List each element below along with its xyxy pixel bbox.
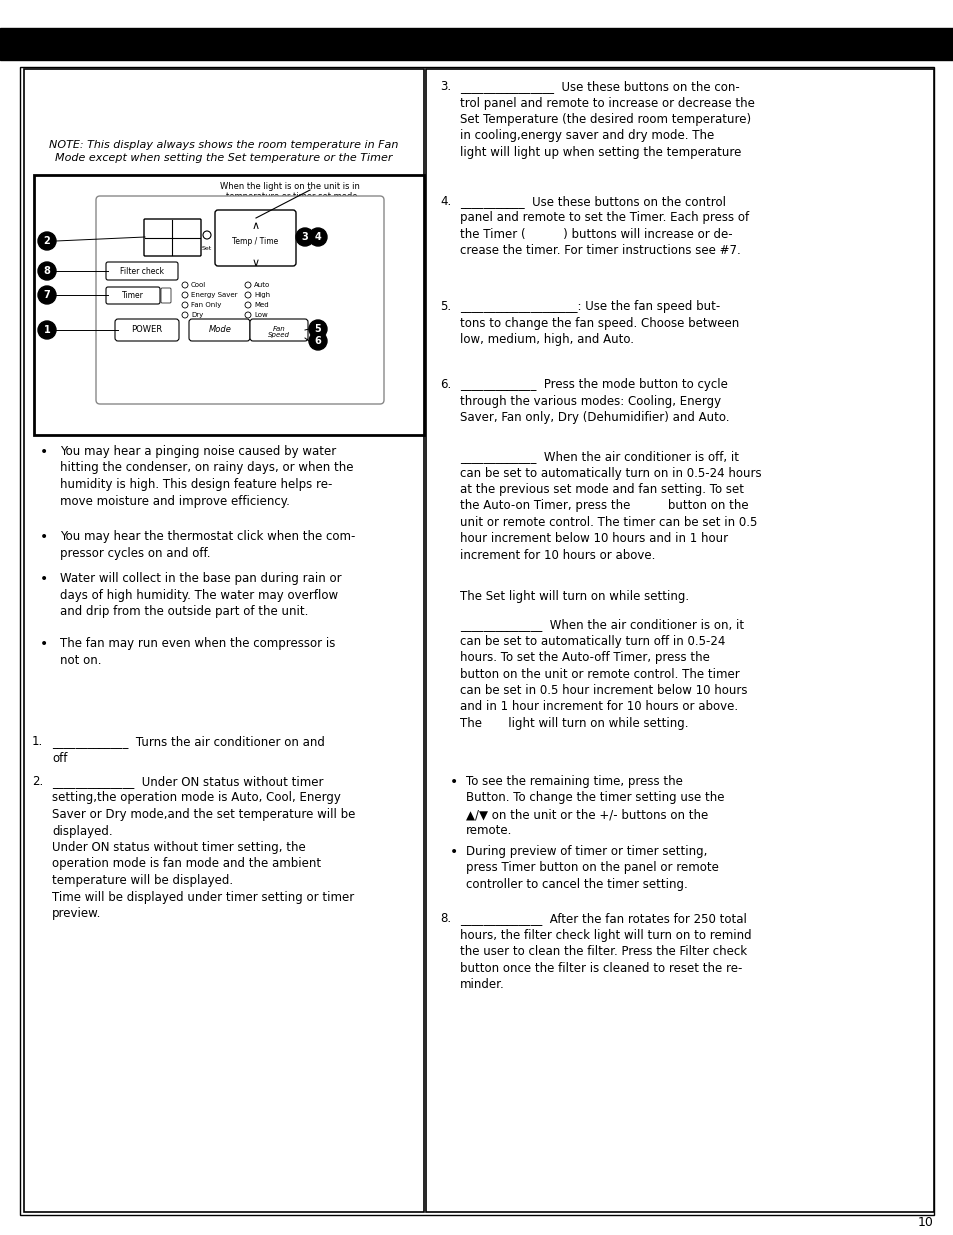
Text: •: • — [450, 845, 457, 860]
Bar — [426, 69, 933, 1212]
Text: The Set light will turn on while setting.: The Set light will turn on while setting… — [459, 590, 688, 603]
FancyBboxPatch shape — [106, 287, 160, 304]
FancyBboxPatch shape — [250, 319, 308, 341]
Text: The fan may run even when the compressor is
not on.: The fan may run even when the compressor… — [60, 637, 335, 667]
Text: Temp / Time: Temp / Time — [233, 236, 278, 246]
Text: High: High — [253, 291, 270, 298]
Text: Water will collect in the base pan during rain or
days of high humidity. The wat: Water will collect in the base pan durin… — [60, 572, 341, 618]
Text: ∧: ∧ — [252, 221, 259, 231]
Text: Fan Only: Fan Only — [191, 303, 221, 308]
Text: 3: 3 — [301, 232, 308, 242]
Text: _____________  Press the mode button to cycle
through the various modes: Cooling: _____________ Press the mode button to c… — [459, 378, 729, 424]
Text: 8.: 8. — [439, 911, 451, 925]
Text: Dry: Dry — [191, 312, 203, 317]
Bar — [34, 175, 423, 435]
Circle shape — [38, 321, 56, 338]
Text: 7: 7 — [44, 290, 51, 300]
Text: POWER: POWER — [132, 326, 162, 335]
Text: •: • — [40, 445, 48, 459]
Text: ∨: ∨ — [252, 258, 259, 268]
Text: •: • — [40, 530, 48, 543]
Text: 1.: 1. — [32, 735, 43, 748]
Text: 5.: 5. — [439, 300, 451, 312]
Text: 2: 2 — [44, 236, 51, 246]
Text: Low: Low — [253, 312, 268, 317]
Text: ______________  Under ON status without timer
setting,the operation mode is Auto: ______________ Under ON status without t… — [52, 776, 355, 920]
Text: •: • — [450, 776, 457, 789]
Text: You may hear the thermostat click when the com-
pressor cycles on and off.: You may hear the thermostat click when t… — [60, 530, 355, 559]
Text: •: • — [40, 572, 48, 585]
Text: 2.: 2. — [32, 776, 43, 788]
Text: Cool: Cool — [191, 282, 206, 288]
Text: ______________  After the fan rotates for 250 total
hours, the filter check ligh: ______________ After the fan rotates for… — [459, 911, 751, 990]
Bar — [0, 28, 953, 61]
Text: 8: 8 — [44, 266, 51, 275]
Text: Energy Saver: Energy Saver — [191, 291, 237, 298]
Text: 4: 4 — [314, 232, 321, 242]
Circle shape — [38, 232, 56, 249]
Text: •: • — [40, 637, 48, 651]
Text: You may hear a pinging noise caused by water
hitting the condenser, on rainy day: You may hear a pinging noise caused by w… — [60, 445, 354, 508]
Text: Set: Set — [202, 246, 212, 251]
Text: Filter check: Filter check — [120, 267, 164, 275]
Text: 6.: 6. — [439, 378, 451, 391]
Text: _____________  When the air conditioner is off, it
can be set to automatically t: _____________ When the air conditioner i… — [459, 450, 760, 562]
FancyBboxPatch shape — [214, 210, 295, 266]
Circle shape — [295, 228, 314, 246]
Circle shape — [309, 228, 327, 246]
Text: ____________________: Use the fan speed but-
tons to change the fan speed. Choos: ____________________: Use the fan speed … — [459, 300, 739, 346]
Text: 3.: 3. — [439, 80, 451, 93]
Text: Fan
Speed: Fan Speed — [268, 326, 290, 338]
FancyBboxPatch shape — [189, 319, 250, 341]
FancyBboxPatch shape — [161, 288, 171, 303]
Text: ________________  Use these buttons on the con-
trol panel and remote to increas: ________________ Use these buttons on th… — [459, 80, 754, 159]
Text: ___________  Use these buttons on the control
panel and remote to set the Timer.: ___________ Use these buttons on the con… — [459, 195, 748, 258]
FancyBboxPatch shape — [115, 319, 179, 341]
FancyBboxPatch shape — [106, 262, 178, 280]
Text: Timer: Timer — [122, 290, 144, 300]
Text: 4.: 4. — [439, 195, 451, 207]
Text: Auto: Auto — [253, 282, 270, 288]
Text: When the light is on the unit is in
temperature or timer set mode.: When the light is on the unit is in temp… — [220, 182, 359, 201]
Text: 5: 5 — [314, 324, 321, 333]
Circle shape — [38, 287, 56, 304]
Circle shape — [309, 320, 327, 338]
Text: ______________  When the air conditioner is on, it
can be set to automatically t: ______________ When the air conditioner … — [459, 618, 747, 730]
Text: 6: 6 — [314, 336, 321, 346]
Text: NOTE: This display always shows the room temperature in Fan
Mode except when set: NOTE: This display always shows the room… — [50, 140, 398, 163]
FancyBboxPatch shape — [96, 196, 384, 404]
FancyBboxPatch shape — [144, 219, 201, 256]
Text: Med: Med — [253, 303, 269, 308]
Circle shape — [309, 332, 327, 350]
Text: _____________  Turns the air conditioner on and
off: _____________ Turns the air conditioner … — [52, 735, 325, 764]
Circle shape — [38, 262, 56, 280]
Text: 1: 1 — [44, 325, 51, 335]
Text: During preview of timer or timer setting,
press Timer button on the panel or rem: During preview of timer or timer setting… — [465, 845, 719, 890]
Text: Mode: Mode — [209, 326, 232, 335]
Bar — [24, 69, 423, 1212]
Text: 10: 10 — [917, 1215, 933, 1229]
Text: To see the remaining time, press the
Button. To change the timer setting use the: To see the remaining time, press the But… — [465, 776, 723, 837]
